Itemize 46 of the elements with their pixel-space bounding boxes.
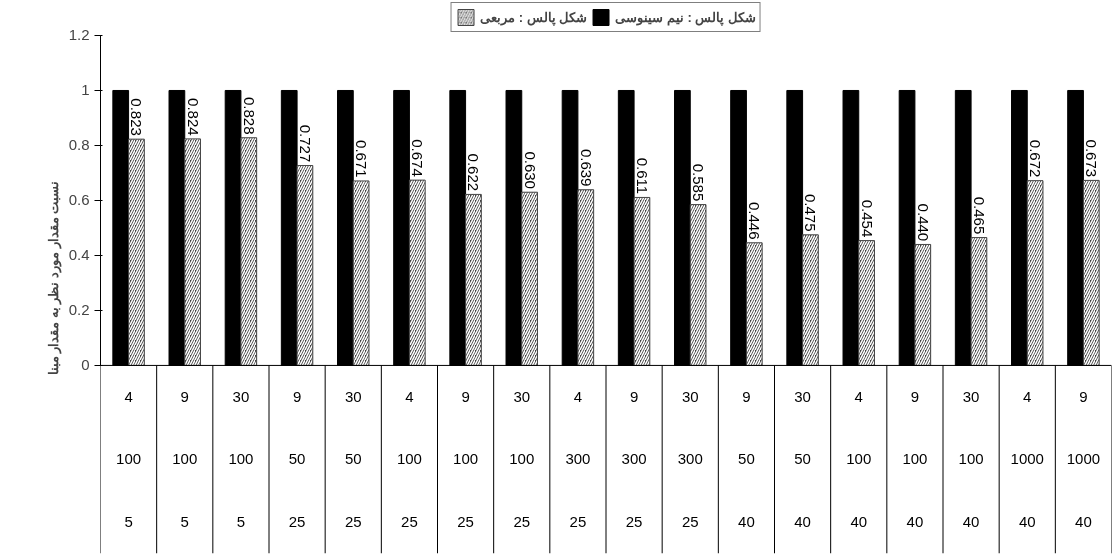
- data-label: 0.630: [521, 151, 539, 189]
- category-label: 9 100 25: [453, 387, 479, 531]
- legend-label: شکل پالس : مربعی: [480, 9, 588, 25]
- data-label: 0.828: [240, 96, 258, 135]
- y-tick-label: 1: [81, 81, 90, 99]
- data-label: 0.446: [746, 201, 764, 240]
- data-label: 0.454: [858, 199, 876, 238]
- category-label: 30 100 25: [509, 387, 535, 531]
- data-label: 0.611: [633, 157, 651, 195]
- data-label: 0.823: [128, 98, 146, 136]
- data-label: 0.727: [296, 124, 314, 163]
- category-label: 4 100 25: [396, 387, 422, 531]
- y-axis-title: نسبت مقدار مورد نظر به مقدار مبنا: [45, 180, 62, 376]
- y-tick-label: 0.2: [68, 301, 90, 319]
- category-label: 4 100 40: [846, 387, 872, 531]
- data-label: 0.671: [353, 140, 371, 178]
- category-label: 9 100 40: [902, 387, 928, 531]
- legend-label: شکل پالس : نیم سینوسی: [615, 9, 756, 25]
- data-label: 0.674: [409, 139, 427, 177]
- category-label: 9 50 40: [738, 387, 755, 531]
- data-label: 0.673: [1083, 139, 1101, 178]
- category-label: 9 300 25: [621, 387, 647, 531]
- category-label: 4 100 5: [116, 387, 142, 531]
- data-label: 0.475: [802, 194, 820, 232]
- y-tick-label: 0.6: [68, 191, 90, 209]
- data-label: 0.440: [914, 203, 932, 242]
- category-label: 4 300 25: [565, 387, 591, 531]
- y-tick-label: 0.8: [68, 136, 90, 154]
- data-label: 0.639: [577, 148, 595, 187]
- data-label: 0.622: [465, 153, 483, 192]
- y-tick-label: 0: [81, 356, 90, 374]
- category-label: 30 50 40: [794, 387, 811, 531]
- category-label: 9 100 5: [172, 387, 198, 531]
- data-label: 0.465: [970, 196, 988, 235]
- category-label: 30 100 5: [228, 387, 254, 531]
- category-label: 30 100 40: [958, 387, 984, 531]
- data-label: 0.585: [690, 163, 708, 202]
- category-label: 30 50 25: [344, 387, 362, 531]
- y-tick-label: 1.2: [68, 26, 90, 44]
- category-label: 30 300 25: [677, 387, 703, 531]
- y-tick-label: 0.4: [68, 246, 90, 264]
- data-label: 0.824: [184, 98, 202, 136]
- category-label: 9 1000 40: [1066, 387, 1101, 531]
- category-label: 4 1000 40: [1010, 387, 1044, 531]
- category-label: 9 50 25: [288, 387, 306, 531]
- data-label: 0.672: [1027, 139, 1045, 178]
